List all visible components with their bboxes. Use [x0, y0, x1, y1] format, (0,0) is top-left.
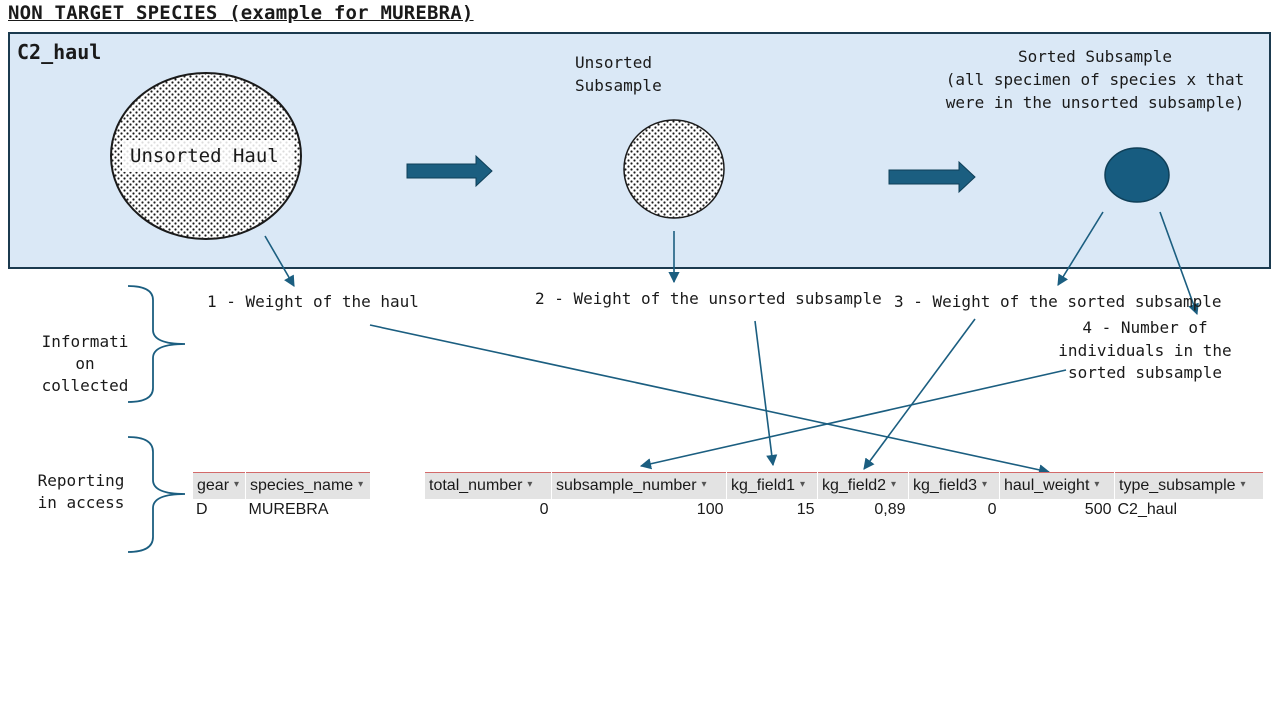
connector-sorted-to-item3 — [1057, 211, 1104, 286]
cell-haul-weight[interactable]: 500 — [999, 499, 1115, 521]
unsorted-subsample-circle — [623, 119, 725, 219]
sorted-subsample-circle — [1104, 147, 1170, 203]
connector-sorted-to-item4 — [1159, 211, 1199, 316]
column-header-total-number[interactable]: total_number ▾ — [425, 472, 552, 499]
connector-item1-to-haul-weight — [369, 324, 1051, 476]
unsorted-subsample-label: Unsorted Subsample — [575, 51, 662, 97]
column-dropdown-icon[interactable]: ▾ — [701, 479, 707, 490]
unsorted-subsample-line-1: Unsorted — [575, 53, 653, 72]
unsorted-haul-label: Unsorted Haul — [122, 140, 294, 172]
info-collected-line-3: collected — [41, 376, 129, 395]
block-arrow-2 — [888, 160, 976, 194]
column-header-subsample-number[interactable]: subsample_number ▾ — [551, 472, 727, 499]
connector-haul-to-item1 — [264, 235, 295, 287]
info-brace — [127, 285, 186, 403]
column-dropdown-icon[interactable]: ▾ — [982, 479, 988, 490]
block-arrow-1 — [406, 154, 493, 188]
connector-item2-to-kg-field1 — [754, 320, 778, 467]
column-dropdown-icon[interactable]: ▾ — [891, 479, 897, 490]
cell-kg-field2[interactable]: 0,89 — [817, 499, 909, 521]
table-row: 0 100 15 0,89 0 500 C2_haul — [425, 499, 1264, 521]
cell-kg-field1[interactable]: 15 — [726, 499, 818, 521]
column-dropdown-icon[interactable]: ▾ — [358, 479, 364, 490]
connector-item4-to-total-number — [639, 369, 1067, 470]
reporting-line-2: in access — [37, 493, 125, 512]
panel-label: C2_haul — [17, 40, 102, 64]
cell-species-name[interactable]: MUREBRA — [245, 499, 371, 521]
cell-type-subsample[interactable]: C2_haul — [1114, 499, 1264, 521]
cell-kg-field3[interactable]: 0 — [908, 499, 1000, 521]
access-table-species: gear ▾ species_name ▾ D MUREBRA — [193, 472, 371, 521]
column-header-haul-weight[interactable]: haul_weight ▾ — [999, 472, 1115, 499]
info-item-4: 4 - Number of individuals in the sorted … — [1036, 317, 1254, 385]
table-header-row: gear ▾ species_name ▾ — [193, 472, 371, 499]
table-row: D MUREBRA — [193, 499, 371, 521]
sorted-subsample-label: Sorted Subsample (all specimen of specie… — [917, 45, 1273, 114]
info-collected-label: Informati on collected — [30, 331, 140, 397]
cell-gear[interactable]: D — [193, 499, 246, 521]
reporting-line-1: Reporting — [37, 471, 125, 490]
column-dropdown-icon[interactable]: ▾ — [800, 479, 806, 490]
column-dropdown-icon[interactable]: ▾ — [234, 479, 240, 490]
column-header-kg-field2[interactable]: kg_field2 ▾ — [817, 472, 909, 499]
access-table-weights: total_number ▾ subsample_number ▾ kg_field… — [425, 472, 1264, 521]
info-collected-line-1: Informati — [41, 332, 129, 351]
info-item-4-line-1: 4 - Number of — [1082, 318, 1208, 337]
unsorted-subsample-line-2: Subsample — [575, 76, 662, 95]
info-item-2: 2 - Weight of the unsorted subsample — [535, 289, 882, 308]
cell-total-number[interactable]: 0 — [425, 499, 552, 521]
info-item-4-line-3: sorted subsample — [1067, 363, 1223, 382]
connector-item3-to-kg-field2 — [863, 318, 976, 470]
reporting-label: Reporting in access — [26, 470, 136, 514]
column-header-kg-field1[interactable]: kg_field1 ▾ — [726, 472, 818, 499]
page-title: NON TARGET SPECIES (example for MUREBRA) — [8, 2, 474, 24]
sorted-subsample-line-1: Sorted Subsample — [1017, 47, 1173, 66]
column-header-kg-field3[interactable]: kg_field3 ▾ — [908, 472, 1000, 499]
column-header-species-name[interactable]: species_name ▾ — [245, 472, 371, 499]
column-header-gear[interactable]: gear ▾ — [193, 472, 246, 499]
info-item-1: 1 - Weight of the haul — [207, 292, 419, 311]
info-collected-line-2: on — [75, 354, 95, 373]
reporting-brace — [127, 436, 186, 553]
table-header-row: total_number ▾ subsample_number ▾ kg_field… — [425, 472, 1264, 499]
cell-subsample-number[interactable]: 100 — [551, 499, 727, 521]
column-dropdown-icon[interactable]: ▾ — [527, 479, 533, 490]
info-item-4-line-2: individuals in the — [1058, 340, 1232, 360]
sorted-subsample-line-3: were in the unsorted subsample) — [945, 93, 1245, 112]
column-header-type-subsample[interactable]: type_subsample ▾ — [1114, 472, 1264, 499]
info-item-3: 3 - Weight of the sorted subsample — [894, 292, 1222, 311]
sorted-subsample-line-2: (all specimen of species x that — [945, 70, 1245, 89]
column-dropdown-icon[interactable]: ▾ — [1240, 479, 1246, 490]
column-dropdown-icon[interactable]: ▾ — [1094, 479, 1100, 490]
